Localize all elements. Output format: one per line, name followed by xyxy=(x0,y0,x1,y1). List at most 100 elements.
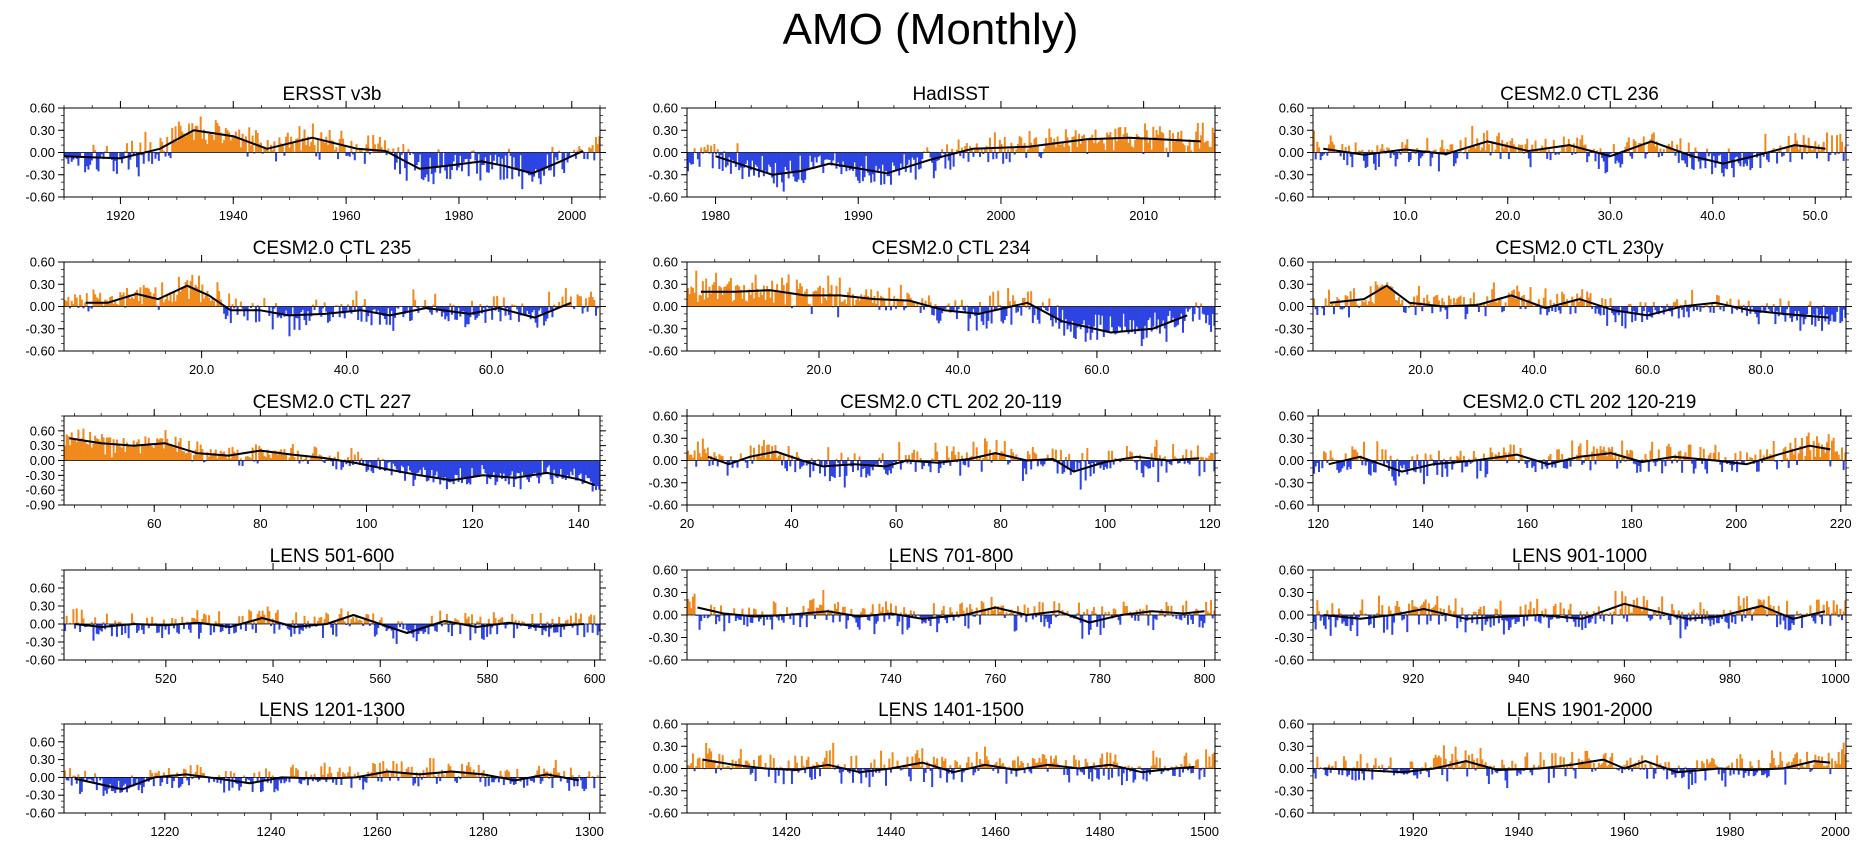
anomaly-bar xyxy=(1831,613,1834,615)
anomaly-bar xyxy=(1099,306,1102,325)
anomaly-bar xyxy=(1671,306,1674,317)
smoothed-line xyxy=(1328,444,1831,473)
anomaly-bar xyxy=(800,615,803,619)
anomaly-bar xyxy=(509,152,512,156)
anomaly-bar xyxy=(1606,456,1609,461)
anomaly-bar xyxy=(964,306,967,314)
anomaly-bar xyxy=(1429,152,1432,167)
anomaly-bar xyxy=(1102,143,1105,153)
anomaly-bar xyxy=(385,460,388,470)
anomaly-bar xyxy=(1439,306,1442,312)
anomaly-bar xyxy=(92,624,95,641)
anomaly-bar xyxy=(65,777,68,781)
anomaly-bar xyxy=(1346,615,1349,627)
anomaly-bar xyxy=(993,452,996,461)
anomaly-bar xyxy=(415,624,418,642)
y-tick-label: -0.60 xyxy=(25,483,55,498)
anomaly-bar xyxy=(794,460,797,473)
anomaly-bar xyxy=(1376,441,1379,461)
anomaly-bar xyxy=(479,152,482,181)
anomaly-bar xyxy=(878,306,881,310)
anomaly-bar xyxy=(1507,152,1510,160)
anomaly-bar xyxy=(977,306,980,315)
anomaly-bar xyxy=(326,144,329,153)
anomaly-bar xyxy=(586,460,589,479)
anomaly-bar xyxy=(1371,150,1374,153)
anomaly-bar xyxy=(466,152,469,159)
anomaly-bar xyxy=(176,294,179,307)
anomaly-bar xyxy=(298,460,301,464)
anomaly-bar xyxy=(1041,460,1044,467)
anomaly-bar xyxy=(1073,136,1076,153)
anomaly-bar xyxy=(1185,449,1188,461)
anomaly-bar xyxy=(499,306,502,322)
anomaly-bar xyxy=(318,617,321,624)
anomaly-bar xyxy=(947,303,950,307)
anomaly-bar xyxy=(1727,615,1730,629)
anomaly-bar xyxy=(1058,144,1061,153)
anomaly-bar xyxy=(1466,306,1469,314)
anomaly-bar xyxy=(1561,291,1564,307)
anomaly-bar xyxy=(1318,147,1321,153)
anomaly-bar xyxy=(1796,611,1799,615)
anomaly-bar xyxy=(551,618,554,624)
anomaly-bar xyxy=(795,452,798,461)
anomaly-bar xyxy=(1185,306,1188,309)
anomaly-bar xyxy=(335,460,338,470)
anomaly-bar xyxy=(1086,306,1089,333)
anomaly-bar xyxy=(85,777,88,781)
anomaly-bar xyxy=(980,149,983,153)
anomaly-bar xyxy=(171,618,174,624)
anomaly-bar xyxy=(786,460,788,472)
anomaly-bar xyxy=(1519,606,1522,615)
anomaly-bar xyxy=(1781,460,1784,462)
anomaly-bar xyxy=(1726,615,1729,623)
anomaly-bar xyxy=(209,624,212,636)
anomaly-bar xyxy=(1801,152,1804,160)
anomaly-bar xyxy=(825,460,828,465)
anomaly-bar xyxy=(464,152,467,160)
anomaly-bar xyxy=(1526,460,1529,468)
anomaly-bar xyxy=(172,292,175,307)
anomaly-bar xyxy=(972,306,975,310)
y-tick-label: 0.30 xyxy=(30,277,55,292)
anomaly-bar xyxy=(507,460,510,485)
anomaly-bar xyxy=(410,306,413,321)
anomaly-bar xyxy=(962,306,965,311)
anomaly-bar xyxy=(447,306,450,322)
anomaly-bar xyxy=(1407,603,1410,615)
anomaly-bar xyxy=(383,140,386,153)
anomaly-bar xyxy=(1337,608,1340,615)
anomaly-bar xyxy=(1190,306,1193,308)
anomaly-bar xyxy=(1779,615,1782,625)
anomaly-bar xyxy=(198,130,201,153)
anomaly-bar xyxy=(457,620,460,624)
anomaly-bar xyxy=(271,306,274,330)
anomaly-bar xyxy=(1689,306,1692,308)
anomaly-bar xyxy=(1401,142,1404,153)
anomaly-bar xyxy=(1432,296,1435,307)
anomaly-bar xyxy=(1684,300,1687,307)
anomaly-bar xyxy=(880,295,883,307)
anomaly-bar xyxy=(975,447,978,461)
anomaly-bar xyxy=(1091,306,1094,333)
anomaly-bar xyxy=(1092,306,1095,327)
anomaly-bar xyxy=(1576,137,1579,153)
anomaly-bar xyxy=(368,460,371,463)
anomaly-bar xyxy=(1691,289,1694,307)
anomaly-bar xyxy=(231,624,234,626)
anomaly-bar xyxy=(189,133,192,153)
anomaly-bar xyxy=(276,454,279,461)
y-tick-label: -0.30 xyxy=(25,468,55,483)
anomaly-bar xyxy=(92,777,95,784)
anomaly-bar xyxy=(754,609,757,615)
x-tick-label: 10.0 xyxy=(1393,208,1418,223)
anomaly-bar xyxy=(1469,460,1472,464)
anomaly-bar xyxy=(1412,460,1415,472)
anomaly-bar xyxy=(840,301,843,307)
anomaly-bar xyxy=(288,306,291,337)
anomaly-bar xyxy=(1797,613,1800,615)
anomaly-bar xyxy=(1163,306,1166,329)
anomaly-bar xyxy=(450,624,453,637)
anomaly-bar xyxy=(1796,306,1799,321)
